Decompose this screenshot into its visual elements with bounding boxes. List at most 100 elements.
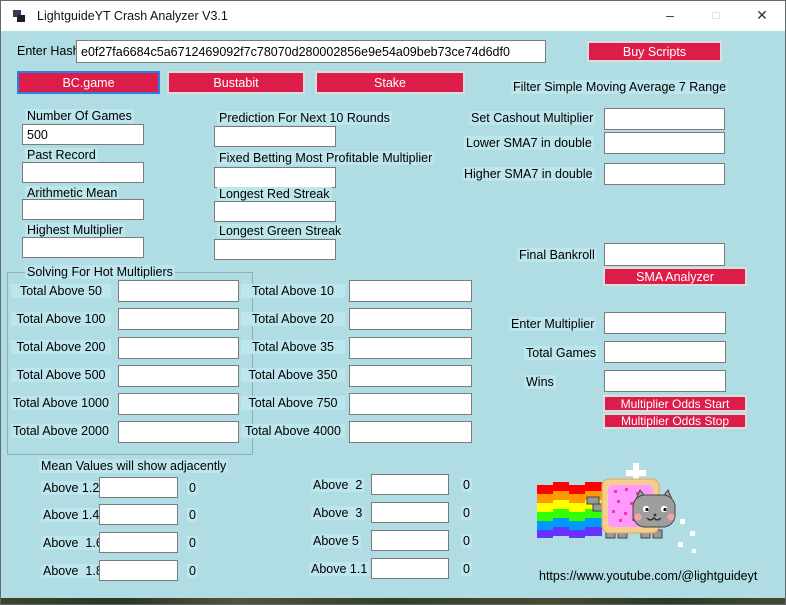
minimize-button[interactable]: – bbox=[666, 7, 674, 23]
multiplier-odds-stop-button[interactable]: Multiplier Odds Stop bbox=[603, 413, 747, 429]
above-2-input[interactable] bbox=[371, 474, 449, 495]
above-1-6-label: Above 1.6 bbox=[41, 536, 105, 550]
total-above-500-label: Total Above 500 bbox=[11, 368, 111, 382]
final-bankroll-input[interactable] bbox=[604, 243, 725, 266]
longest-green-streak-label: Longest Green Streak bbox=[217, 224, 344, 238]
above-1-4-result: 0 bbox=[187, 508, 198, 522]
above-1-2-result: 0 bbox=[187, 481, 198, 495]
window-title: LightguideYT Crash Analyzer V3.1 bbox=[37, 9, 228, 23]
total-above-100-label: Total Above 100 bbox=[11, 312, 111, 326]
app-icon bbox=[13, 10, 25, 22]
set-cashout-input[interactable] bbox=[604, 108, 725, 130]
total-above-10-label: Total Above 10 bbox=[241, 284, 345, 298]
higher-sma7-input[interactable] bbox=[604, 163, 725, 185]
total-games-input[interactable] bbox=[604, 341, 726, 363]
sma-analyzer-button[interactable]: SMA Analyzer bbox=[603, 267, 747, 286]
total-above-200-input[interactable] bbox=[118, 337, 239, 359]
above-2-result: 0 bbox=[461, 478, 472, 492]
past-record-label: Past Record bbox=[25, 148, 98, 162]
above-1-4-input[interactable] bbox=[99, 504, 178, 525]
above-1-8-result: 0 bbox=[187, 564, 198, 578]
above-1-2-input[interactable] bbox=[99, 477, 178, 498]
youtube-link: https://www.youtube.com/@lightguideyt bbox=[539, 569, 758, 583]
stake-button[interactable]: Stake bbox=[315, 71, 465, 94]
total-above-750-label: Total Above 750 bbox=[241, 396, 345, 410]
above-3-input[interactable] bbox=[371, 502, 449, 523]
total-above-350-input[interactable] bbox=[349, 365, 472, 387]
total-games-label: Total Games bbox=[524, 346, 599, 360]
arithmetic-mean-input[interactable] bbox=[22, 199, 144, 220]
total-above-35-label: Total Above 35 bbox=[241, 340, 345, 354]
nyan-cat-image bbox=[537, 463, 696, 553]
total-above-500-input[interactable] bbox=[118, 365, 239, 387]
above-3-result: 0 bbox=[461, 506, 472, 520]
lower-sma7-input[interactable] bbox=[604, 132, 725, 154]
total-above-50-input[interactable] bbox=[118, 280, 239, 302]
total-above-2000-input[interactable] bbox=[118, 421, 239, 443]
above-2-label: Above 2 bbox=[311, 478, 365, 492]
longest-red-streak-input[interactable] bbox=[214, 201, 336, 222]
hash-input[interactable] bbox=[76, 40, 546, 63]
total-above-2000-label: Total Above 2000 bbox=[11, 424, 111, 438]
total-above-200-label: Total Above 200 bbox=[11, 340, 111, 354]
above-1-8-input[interactable] bbox=[99, 560, 178, 581]
fixed-betting-label: Fixed Betting Most Profitable Multiplier bbox=[217, 151, 435, 165]
past-record-input[interactable] bbox=[22, 162, 144, 183]
above-1-8-label: Above 1.8 bbox=[41, 564, 105, 578]
hot-multipliers-title: Solving For Hot Multipliers bbox=[25, 265, 175, 279]
total-above-4000-label: Total Above 4000 bbox=[241, 424, 345, 438]
highest-multiplier-input[interactable] bbox=[22, 237, 144, 258]
total-above-20-input[interactable] bbox=[349, 308, 472, 330]
above-1-4-label: Above 1.4 bbox=[41, 508, 102, 522]
above-5-result: 0 bbox=[461, 534, 472, 548]
number-of-games-label: Number Of Games bbox=[25, 109, 134, 123]
above-1-6-result: 0 bbox=[187, 536, 198, 550]
maximize-button[interactable]: □ bbox=[712, 8, 720, 22]
above-1-2-label: Above 1.2 bbox=[41, 481, 102, 495]
above-5-label: Above 5 bbox=[311, 534, 361, 548]
total-above-20-label: Total Above 20 bbox=[241, 312, 345, 326]
wins-label: Wins bbox=[524, 375, 556, 389]
filter-sma-heading: Filter Simple Moving Average 7 Range bbox=[511, 80, 729, 94]
fixed-betting-input[interactable] bbox=[214, 167, 336, 188]
prediction-input[interactable] bbox=[214, 126, 336, 147]
above-5-input[interactable] bbox=[371, 530, 449, 551]
prediction-label: Prediction For Next 10 Rounds bbox=[217, 111, 392, 125]
total-above-4000-input[interactable] bbox=[349, 421, 472, 443]
mean-values-title: Mean Values will show adjacently bbox=[39, 459, 229, 473]
total-above-1000-label: Total Above 1000 bbox=[11, 396, 111, 410]
close-button[interactable]: ✕ bbox=[756, 7, 768, 23]
longest-red-streak-label: Longest Red Streak bbox=[217, 187, 332, 201]
set-cashout-label: Set Cashout Multiplier bbox=[469, 111, 596, 125]
final-bankroll-label: Final Bankroll bbox=[517, 248, 597, 262]
arithmetic-mean-label: Arithmetic Mean bbox=[25, 186, 120, 200]
enter-multiplier-input[interactable] bbox=[604, 312, 726, 334]
rainbow-trail bbox=[537, 482, 602, 538]
bustabit-button[interactable]: Bustabit bbox=[167, 71, 305, 94]
above-3-label: Above 3 bbox=[311, 506, 365, 520]
above-1-6-input[interactable] bbox=[99, 532, 178, 553]
multiplier-odds-start-button[interactable]: Multiplier Odds Start bbox=[603, 395, 747, 412]
total-above-350-label: Total Above 350 bbox=[241, 368, 345, 382]
enter-hash-label: Enter Hash bbox=[17, 44, 80, 58]
total-above-1000-input[interactable] bbox=[118, 393, 239, 415]
higher-sma7-label: Higher SMA7 in double bbox=[462, 167, 595, 181]
total-above-10-input[interactable] bbox=[349, 280, 472, 302]
titlebar: LightguideYT Crash Analyzer V3.1 – □ ✕ bbox=[1, 1, 785, 31]
above-1-1-input[interactable] bbox=[371, 558, 449, 579]
total-above-35-input[interactable] bbox=[349, 337, 472, 359]
total-above-750-input[interactable] bbox=[349, 393, 472, 415]
enter-multiplier-label: Enter Multiplier bbox=[509, 317, 597, 331]
longest-green-streak-input[interactable] bbox=[214, 239, 336, 260]
desktop-background-strip bbox=[1, 598, 785, 604]
lower-sma7-label: Lower SMA7 in double bbox=[464, 136, 594, 150]
bcgame-button[interactable]: BC.game bbox=[17, 71, 160, 94]
total-above-100-input[interactable] bbox=[118, 308, 239, 330]
wins-input[interactable] bbox=[604, 370, 726, 392]
above-1-1-label: Above 1.1 bbox=[309, 562, 370, 576]
number-of-games-input[interactable] bbox=[22, 124, 144, 145]
window-controls: – □ ✕ bbox=[647, 1, 785, 31]
total-above-50-label: Total Above 50 bbox=[11, 284, 111, 298]
buy-scripts-button[interactable]: Buy Scripts bbox=[587, 41, 722, 62]
